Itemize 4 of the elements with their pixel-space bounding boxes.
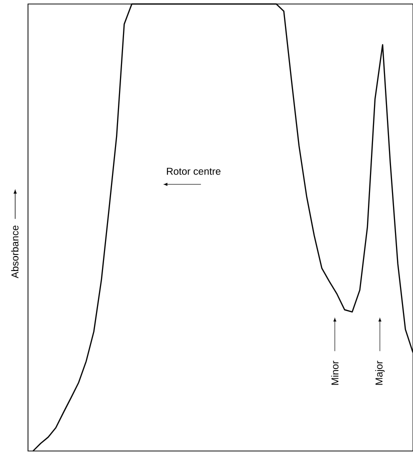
annotation: Major [375,360,385,385]
annotation: Rotor centre [166,168,220,175]
annotation: Minor [331,360,338,385]
y-axis-title: Absorbance [11,226,18,278]
